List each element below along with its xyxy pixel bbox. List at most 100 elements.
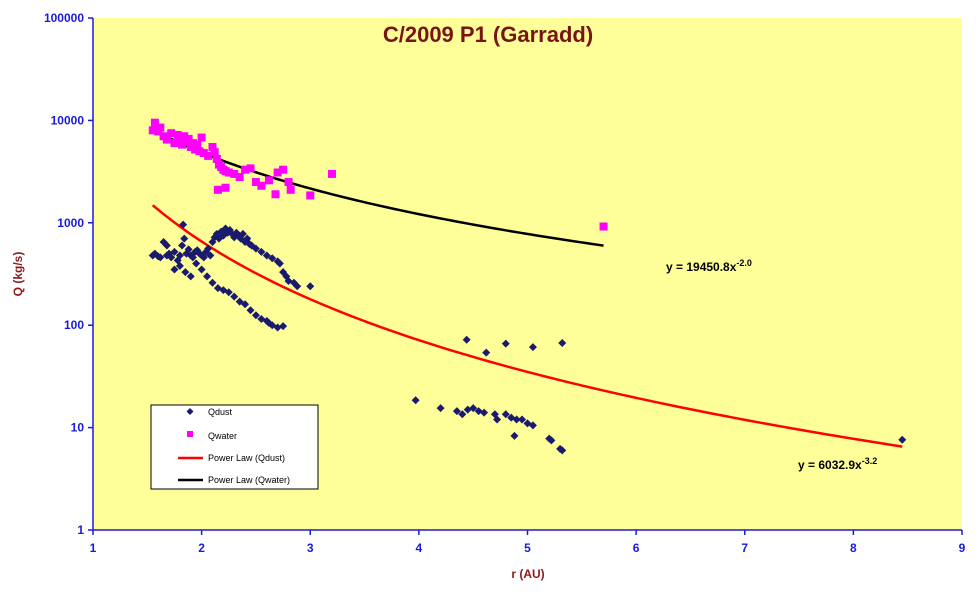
qwater-point	[175, 133, 184, 142]
y-tick-label: 1	[77, 523, 84, 537]
qwater-point	[204, 151, 213, 160]
water-fit-equation-base: y = 19450.8x	[666, 260, 737, 274]
qwater-point	[193, 140, 202, 149]
qwater-point	[212, 154, 221, 163]
qdust-point	[167, 253, 176, 262]
qwater-point	[199, 149, 208, 158]
qdust-point	[251, 244, 260, 253]
water-fit-equation: y = 19450.8x-2.0	[666, 258, 752, 274]
qwater-point	[191, 145, 200, 154]
qdust-point	[279, 322, 288, 331]
qdust-point	[203, 272, 212, 281]
qdust-point	[293, 282, 302, 291]
legend-label-fit-water: Power Law (Qwater)	[208, 475, 290, 485]
x-tick-label: 4	[416, 541, 423, 555]
qwater-point	[221, 183, 230, 192]
x-tick-label: 7	[741, 541, 748, 555]
qdust-point	[547, 436, 556, 445]
y-tick-label: 10000	[51, 113, 85, 127]
qwater-point	[230, 169, 239, 178]
legend-marker-qwater	[187, 431, 193, 437]
qwater-point	[279, 165, 288, 174]
qwater-point	[197, 133, 206, 142]
qwater-point	[224, 168, 233, 177]
qwater-point	[150, 118, 159, 127]
legend-marker-qdust	[186, 408, 194, 415]
qdust-point	[175, 251, 184, 260]
legend-box	[150, 404, 319, 490]
qdust-point	[275, 259, 284, 268]
x-tick-label: 5	[524, 541, 531, 555]
dust-fit-equation: y = 6032.9x-3.2	[798, 456, 877, 472]
y-ticks: 1 10 100 1000 10000 100000	[44, 11, 93, 537]
qdust-point	[192, 259, 201, 268]
qwater-points	[148, 118, 608, 231]
qdust-points	[148, 220, 907, 455]
qdust-point	[493, 415, 502, 424]
qwater-point	[284, 178, 293, 187]
qdust-point	[235, 297, 244, 306]
qwater-point	[213, 185, 222, 194]
legend-label-qwater: Qwater	[208, 431, 237, 441]
qdust-point	[501, 339, 510, 348]
qdust-point	[469, 404, 478, 413]
qwater-point	[170, 139, 179, 148]
dust-fit-exponent: -3.2	[862, 456, 878, 466]
dust-fit-equation-base: y = 6032.9x	[798, 458, 862, 472]
fit-lines	[151, 128, 903, 448]
qwater-point	[195, 147, 204, 156]
qwater-point	[162, 135, 171, 144]
qdust-point	[411, 396, 420, 405]
x-ticks: 1 2 3 4 5 6 7 8 9	[90, 530, 966, 555]
qwater-point	[257, 181, 266, 190]
qdust-point	[898, 435, 907, 444]
qdust-point	[208, 278, 217, 287]
y-axis-label: Q (kg/s)	[11, 252, 25, 297]
qdust-point	[458, 410, 467, 419]
qwater-point	[251, 178, 260, 187]
legend-item-fit-dust: Power Law (Qdust)	[178, 453, 285, 463]
qwater-point	[271, 190, 280, 199]
qdust-point	[257, 247, 266, 256]
qdust-point	[170, 265, 179, 274]
x-tick-label: 8	[850, 541, 857, 555]
qdust-point	[180, 234, 189, 243]
fit-line-qwater	[152, 128, 604, 247]
legend: Qdust Qwater Power Law (Qdust) Power Law…	[150, 404, 319, 490]
qdust-point	[452, 407, 461, 416]
qdust-point	[197, 265, 206, 274]
qdust-point	[230, 292, 239, 301]
qwater-point	[167, 129, 176, 138]
qdust-point	[436, 404, 445, 413]
qwater-point	[188, 139, 197, 148]
qwater-point	[273, 168, 282, 177]
qdust-point	[558, 339, 567, 348]
qdust-point	[204, 244, 213, 253]
qdust-point	[162, 241, 171, 250]
qdust-point	[251, 311, 260, 320]
legend-item-fit-water: Power Law (Qwater)	[178, 475, 290, 485]
qdust-point	[558, 446, 567, 455]
qdust-point	[528, 421, 537, 430]
qdust-point	[501, 410, 510, 419]
qwater-point	[264, 176, 273, 185]
qdust-point	[175, 261, 184, 270]
qdust-point	[462, 335, 471, 344]
qdust-point	[156, 253, 165, 262]
qwater-point	[235, 173, 244, 182]
qwater-point	[148, 126, 157, 135]
fit-line-qdust	[151, 204, 903, 448]
qwater-point	[156, 123, 165, 132]
qwater-point	[184, 134, 193, 143]
x-tick-label: 6	[633, 541, 640, 555]
qdust-point	[510, 431, 519, 440]
qdust-point	[206, 251, 215, 260]
y-tick-label: 10	[71, 421, 85, 435]
qdust-point	[246, 306, 255, 315]
x-axis-label: r (AU)	[511, 567, 544, 581]
water-fit-exponent: -2.0	[736, 258, 752, 268]
qdust-point	[224, 288, 233, 297]
y-tick-label: 1000	[57, 216, 84, 230]
